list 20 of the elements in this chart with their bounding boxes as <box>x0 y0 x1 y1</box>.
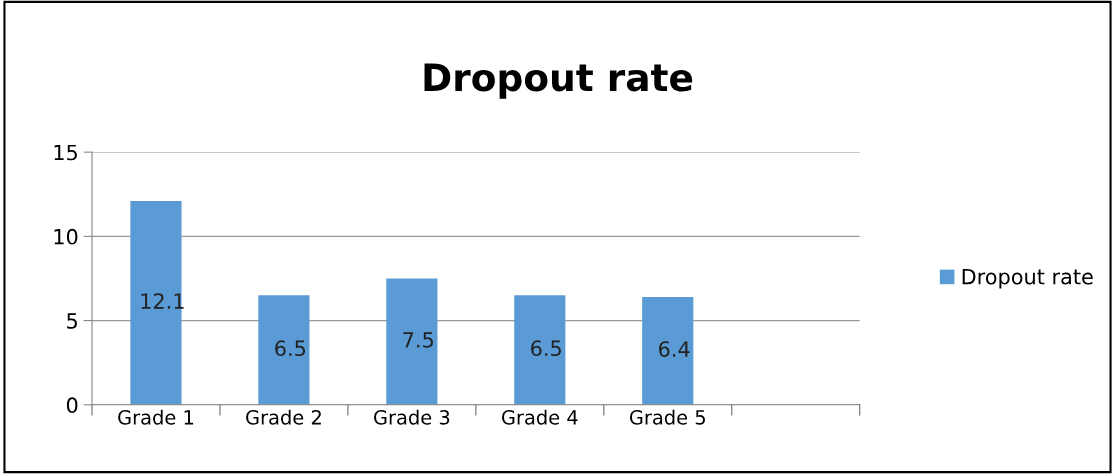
data-label: 7.5 <box>403 332 433 348</box>
chart-title: Dropout rate <box>424 63 693 99</box>
x-tick-label: Grade 3 <box>374 409 450 425</box>
legend-label: Dropout rate <box>962 269 1093 289</box>
y-tick-label: 5 <box>67 313 77 329</box>
data-label: 6.5 <box>275 340 306 357</box>
y-tick-label: 10 <box>54 228 78 245</box>
bar <box>642 297 694 405</box>
data-label: 6.5 <box>531 340 561 357</box>
x-tick-label: Grade 4 <box>501 409 578 425</box>
x-tick-label: Grade 5 <box>629 409 705 425</box>
x-tick-label: Grade 2 <box>246 409 321 425</box>
data-label: 6.4 <box>659 341 690 357</box>
bar <box>130 201 182 405</box>
bar <box>514 295 566 405</box>
bar <box>386 278 438 405</box>
y-tick-label: 15 <box>54 144 77 161</box>
x-tick-label: Grade 1 <box>118 409 194 425</box>
y-tick-label: 0 <box>66 397 78 414</box>
bar <box>258 295 310 405</box>
